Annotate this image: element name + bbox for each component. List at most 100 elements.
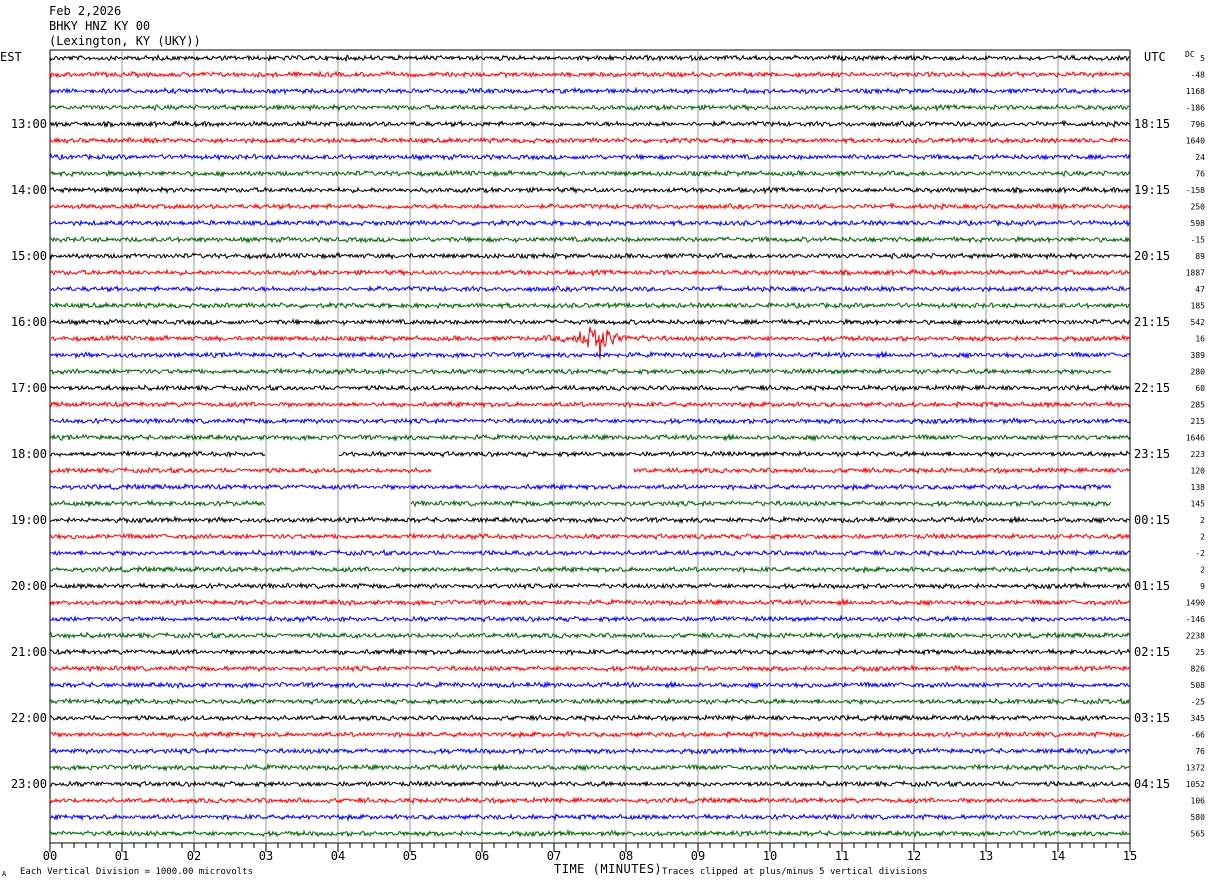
right-hour-label: 18:15 [1134,117,1170,131]
trace-line [49,103,1131,113]
trace-line [49,202,1131,211]
trace-line [49,218,1131,228]
dc-offset-label: 2 [1200,533,1205,542]
right-hour-label: 22:15 [1134,381,1170,395]
dc-offset-label: 47 [1195,285,1205,294]
x-tick-label: 15 [1123,849,1137,863]
left-hour-label: 18:00 [11,447,47,461]
dc-offset-label: 24 [1195,153,1205,162]
header-date: Feb 2,2026 [49,4,122,18]
x-tick-label: 00 [43,849,57,863]
dc-offset-label: 1372 [1186,764,1205,773]
header-location: (Lexington, KY (UKY)) [49,34,201,48]
dc-offset-label: 280 [1191,368,1206,377]
dc-offset-label: 285 [1191,401,1206,410]
x-tick-label: 04 [331,849,345,863]
trace-line [49,53,1131,63]
dc-offset-label: 2238 [1186,632,1205,641]
dc-offset-label: 826 [1191,665,1206,674]
right-hour-label: 20:15 [1134,249,1170,263]
dc-offset-label: 565 [1191,830,1206,839]
trace-line [49,432,1131,442]
trace-line [49,696,1131,706]
trace-line [49,482,1112,492]
trace-line [49,86,1131,96]
trace-line [49,565,1131,575]
left-hour-label: 20:00 [11,579,47,593]
x-tick-label: 14 [1051,849,1065,863]
dc-offset-label: 345 [1191,714,1206,723]
x-tick-label: 08 [619,849,633,863]
dc-offset-label: -25 [1191,698,1206,707]
dc-offset-label: 16 [1195,335,1205,344]
trace-line [49,350,1131,360]
trace-line [49,581,1131,591]
dc-offset-label: 508 [1191,681,1206,690]
trace-line [49,647,1131,657]
x-tick-label: 06 [475,849,489,863]
dc-offset-label: -186 [1186,104,1205,113]
dc-offset-label: 580 [1191,813,1206,822]
trace-line [49,548,1131,558]
dc-offset-label: -2 [1195,549,1205,558]
left-hour-label: 23:00 [11,777,47,791]
right-hour-label: 19:15 [1134,183,1170,197]
dc-offset-label: 89 [1195,252,1205,261]
x-tick-label: 02 [187,849,201,863]
dc-offset-label: 1052 [1186,780,1205,789]
dc-offset-label: 2 [1200,566,1205,575]
scale-note: Each Vertical Division = 1000.00 microvo… [20,867,253,877]
dc-offset-label: 542 [1191,318,1206,327]
dc-offset-label: 60 [1195,384,1205,393]
right-timezone-label: UTC [1144,50,1166,64]
right-hour-label: 02:15 [1134,645,1170,659]
dc-offset-label: 1887 [1186,269,1205,278]
left-hour-label: 16:00 [11,315,47,329]
right-hour-label: 04:15 [1134,777,1170,791]
trace-line [49,119,1131,129]
right-hour-label: 03:15 [1134,711,1170,725]
right-hour-label: 00:15 [1134,513,1170,527]
corner-mark: A [2,870,7,878]
x-tick-label: 01 [115,849,129,863]
left-hour-label: 21:00 [11,645,47,659]
trace-line [49,268,1131,278]
trace-line [49,812,1131,822]
trace-line [49,779,1131,789]
dc-offset-label: -15 [1191,236,1206,245]
trace-line [49,515,1131,525]
dc-offset-label: 185 [1191,302,1206,311]
trace-line [49,416,1131,426]
dc-offset-header: DC [1185,50,1195,59]
trace-line [49,531,1131,541]
trace-line [49,499,1112,508]
dc-offset-label: 250 [1191,203,1206,212]
trace-line [49,383,1131,393]
dc-offset-label: 138 [1191,483,1206,492]
trace-line [49,284,1131,294]
dc-offset-label: 389 [1191,351,1206,360]
trace-line [49,680,1131,690]
x-tick-label: 12 [907,849,921,863]
dc-offset-label: 2 [1200,516,1205,525]
clip-note: Traces clipped at plus/minus 5 vertical … [662,867,928,877]
dc-offset-label: -146 [1186,615,1205,624]
left-hour-label: 14:00 [11,183,47,197]
dc-offset-label: 76 [1195,170,1205,179]
trace-line [49,713,1131,723]
trace-line [49,597,1131,607]
dc-offset-label: 9 [1200,582,1205,591]
right-hour-label: 21:15 [1134,315,1170,329]
trace-line [49,746,1131,756]
trace-line [49,185,1131,195]
trace-line [49,466,1131,475]
trace-line [49,152,1131,162]
trace-line [49,631,1131,640]
right-hour-label: 01:15 [1134,579,1170,593]
left-hour-label: 17:00 [11,381,47,395]
left-hour-label: 19:00 [11,513,47,527]
dc-offset-label: 76 [1195,747,1205,756]
dc-offset-label: 145 [1191,500,1206,509]
dc-offset-label: 1490 [1186,599,1205,608]
